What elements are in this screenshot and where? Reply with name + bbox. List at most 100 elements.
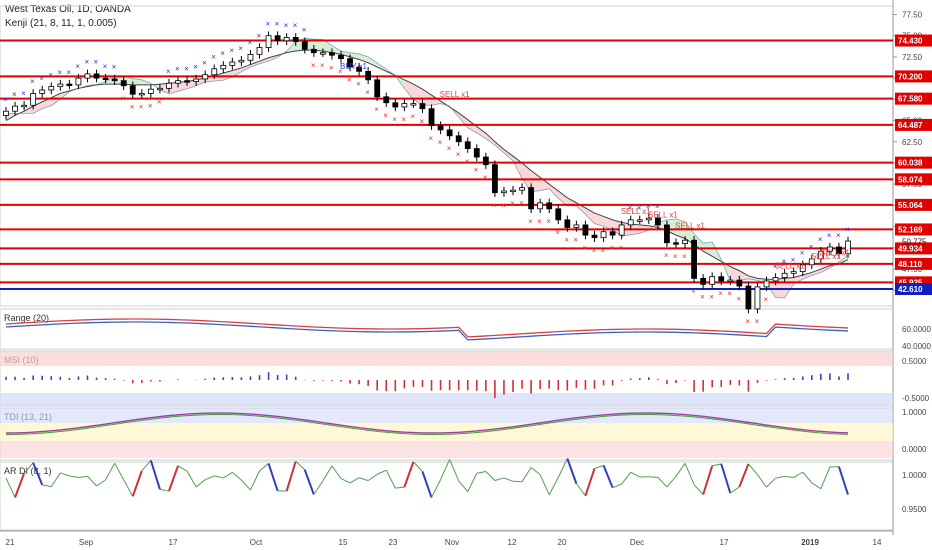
ardi-segment	[168, 465, 179, 492]
ardi-segment	[267, 463, 279, 492]
candle-body	[582, 224, 589, 236]
candle-body	[781, 272, 788, 278]
ardi-segment	[521, 467, 532, 482]
signal-cross: ×	[157, 97, 162, 106]
level-tag	[895, 173, 932, 186]
ardi-segment	[431, 479, 442, 498]
ardi-segment	[648, 476, 658, 478]
indicator-tick-label: 0.5000	[902, 357, 927, 366]
signal-cross: ×	[356, 80, 361, 89]
ardi-segment	[548, 477, 559, 496]
signal-cross: ×	[410, 112, 415, 121]
time-tick-label: Oct	[250, 538, 263, 547]
candle-body	[501, 190, 507, 194]
candle-body	[691, 239, 697, 279]
candle-body	[473, 148, 480, 158]
cloud-segment	[268, 55, 278, 62]
trade-annotation: SELL x1	[440, 90, 470, 99]
msi-band	[0, 393, 893, 406]
candle-body	[845, 240, 851, 255]
ardi-segment	[223, 471, 233, 479]
signal-cross: ×	[275, 19, 280, 28]
signal-cross: ×	[827, 231, 832, 240]
cloud-segment	[485, 133, 495, 146]
ardi-segment	[693, 484, 704, 495]
ardi-segment	[50, 472, 61, 487]
candle-body	[3, 110, 9, 116]
price-tick-label: 72.50	[902, 53, 923, 62]
signal-cross: ×	[374, 105, 379, 114]
signal-cross: ×	[492, 201, 497, 210]
signal-cross: ×	[311, 61, 316, 70]
tdi-band	[0, 441, 893, 458]
candle-body	[193, 78, 200, 82]
indicator-tick-label: 1.0000	[902, 408, 927, 417]
ardi-segment	[630, 471, 640, 478]
candle-body	[120, 80, 127, 87]
signal-cross: ×	[220, 49, 225, 58]
signal-cross: ×	[130, 102, 135, 111]
signal-cross: ×	[718, 289, 723, 298]
ma-line	[5, 49, 849, 280]
signal-cross: ×	[519, 198, 524, 207]
candle-body	[519, 187, 525, 191]
ardi-segment	[476, 470, 486, 474]
trade-annotation: SELL x1	[648, 210, 678, 219]
cloud-segment	[223, 70, 233, 81]
ardi-segment	[376, 469, 387, 475]
level-tag-label: 74.430	[898, 37, 923, 46]
cloud-segment	[33, 101, 43, 114]
ardi-segment	[159, 488, 170, 492]
level-tag	[895, 92, 932, 105]
signal-cross: ×	[573, 236, 578, 245]
time-tick-label: 23	[389, 538, 398, 547]
signal-cross: ×	[184, 64, 189, 73]
candle-body	[537, 202, 544, 210]
cloud-segment	[594, 213, 604, 227]
candle-body	[102, 77, 109, 81]
ardi-segment	[494, 477, 505, 481]
signal-cross: ×	[610, 243, 615, 252]
ardi-segment	[105, 463, 116, 480]
ardi-segment	[285, 461, 297, 492]
indicator-tick-label: 40.0000	[902, 342, 931, 351]
ardi-segment	[23, 462, 34, 474]
level-tag-label: 55.064	[898, 201, 923, 210]
candle-body	[664, 224, 670, 244]
pane-frame	[0, 5, 894, 307]
cloud-segment	[784, 277, 794, 298]
candle-body	[546, 202, 553, 210]
cloud-segment	[350, 52, 360, 60]
ardi-segment	[458, 480, 469, 492]
signal-cross: ×	[628, 204, 633, 213]
ardi-segment	[467, 473, 478, 492]
signal-cross: ×	[709, 293, 714, 302]
signal-cross: ×	[401, 115, 406, 124]
level-tag	[895, 70, 932, 83]
cloud-segment	[748, 275, 758, 281]
signal-cross: ×	[555, 228, 560, 237]
signal-cross: ×	[66, 68, 71, 77]
candle-body	[836, 246, 842, 255]
ardi-segment	[738, 463, 750, 488]
signal-cross: ×	[284, 21, 289, 30]
indicator-tick-label: 1.0000	[902, 471, 927, 480]
ardi-segment	[421, 471, 433, 498]
candle-body	[428, 108, 435, 127]
time-tick-label: 17	[720, 538, 729, 547]
cloud-segment	[377, 62, 387, 72]
ardi-segment	[657, 477, 668, 488]
trade-annotation: SELL x1	[775, 261, 805, 270]
signal-cross: ×	[238, 44, 243, 53]
level-tag	[895, 198, 932, 211]
ardi-segment	[60, 472, 70, 477]
signal-cross: ×	[39, 74, 44, 83]
candle-body	[410, 103, 417, 106]
cloud-segment	[494, 141, 504, 153]
signal-cross: ×	[700, 293, 705, 302]
candle-body	[482, 156, 489, 166]
signal-cross: ×	[745, 317, 750, 326]
cloud-segment	[540, 177, 550, 191]
ardi-segment	[802, 471, 813, 484]
